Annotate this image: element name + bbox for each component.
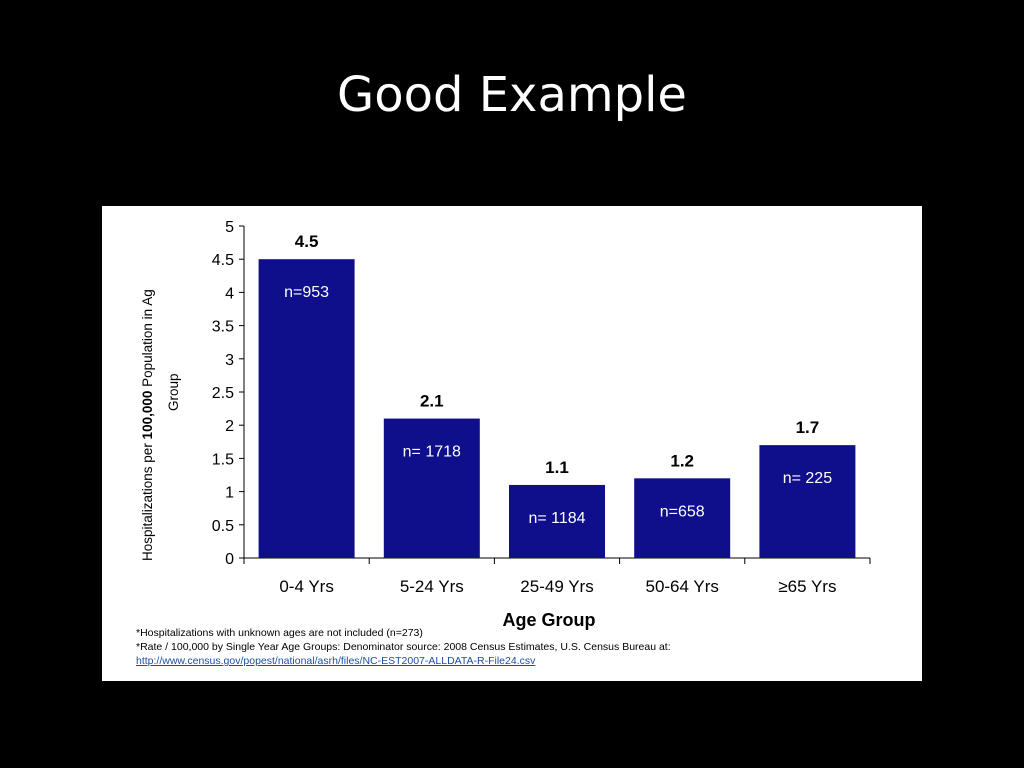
bar-n-label: n= 1718 <box>403 444 461 461</box>
y-tick-label: 1.5 <box>212 451 234 468</box>
bar <box>258 259 355 558</box>
bar-n-label: n=953 <box>284 284 329 301</box>
y-tick-label: 2 <box>225 418 234 435</box>
y-tick-label: 0 <box>225 551 234 568</box>
y-axis-title-line2: Group <box>166 373 181 411</box>
bar-value-label: 1.2 <box>670 451 694 470</box>
bar-value-label: 1.7 <box>796 418 820 437</box>
bar-n-label: n=658 <box>660 503 705 520</box>
y-tick-label: 5 <box>225 219 234 236</box>
footnote-source-link[interactable]: http://www.census.gov/popest/national/as… <box>136 655 536 667</box>
x-category-label: 0-4 Yrs <box>279 577 334 596</box>
y-tick-label: 4 <box>225 285 234 302</box>
y-tick-label: 3.5 <box>212 319 234 336</box>
x-category-label: 50-64 Yrs <box>645 577 718 596</box>
chart-footnotes: *Hospitalizations with unknown ages are … <box>136 626 916 668</box>
x-axis-title: Age Group <box>503 610 596 630</box>
footnote-unknown-ages: *Hospitalizations with unknown ages are … <box>136 627 423 639</box>
bar <box>383 418 480 558</box>
x-category-label: 25-49 Yrs <box>520 577 593 596</box>
slide-title: Good Example <box>337 67 687 123</box>
bar <box>509 484 605 558</box>
bar-chart: 0 0.5 1 1.5 2 2.5 3 3.5 4 4.5 5 4.5 n=953 0-4 Yrs 2.1 n… <box>140 219 871 630</box>
bar-value-label: 2.1 <box>420 392 444 411</box>
y-tick-label: 2.5 <box>212 385 234 402</box>
y-axis-title-part: Population in Ag <box>140 289 155 390</box>
y-axis-title-part: 100,000 <box>140 391 155 440</box>
y-tick-label: 4.5 <box>212 252 234 269</box>
bar-value-label: 1.1 <box>545 458 569 477</box>
bar-n-label: n= 1184 <box>528 510 585 527</box>
y-axis-title-line1: Hospitalizations per 100,000 Population … <box>140 289 155 561</box>
y-tick-label: 3 <box>225 352 234 369</box>
bar-n-label: n= 225 <box>783 470 832 487</box>
y-axis-title-part: Hospitalizations per <box>140 439 155 561</box>
footnote-rate-source: *Rate / 100,000 by Single Year Age Group… <box>136 641 671 653</box>
y-tick-label: 1 <box>225 485 234 502</box>
y-tick-label: 0.5 <box>212 518 234 535</box>
x-category-label: 5-24 Yrs <box>400 577 464 596</box>
bar <box>634 478 731 558</box>
x-category-label: ≥65 Yrs <box>778 577 836 596</box>
chart-panel: 0 0.5 1 1.5 2 2.5 3 3.5 4 4.5 5 4.5 n=953 0-4 Yrs 2.1 n… <box>102 206 922 681</box>
bar-value-label: 4.5 <box>295 232 319 251</box>
bar <box>759 445 856 558</box>
